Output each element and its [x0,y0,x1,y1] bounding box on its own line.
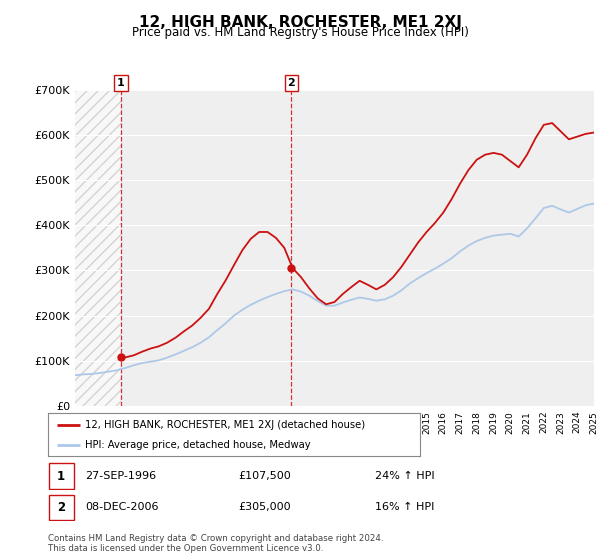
Text: 24% ↑ HPI: 24% ↑ HPI [376,471,435,481]
Text: 1: 1 [57,469,65,483]
Text: 12, HIGH BANK, ROCHESTER, ME1 2XJ (detached house): 12, HIGH BANK, ROCHESTER, ME1 2XJ (detac… [85,420,365,430]
Text: Contains HM Land Registry data © Crown copyright and database right 2024.
This d: Contains HM Land Registry data © Crown c… [48,534,383,553]
Text: 1: 1 [117,78,125,88]
FancyBboxPatch shape [49,464,74,488]
Text: Price paid vs. HM Land Registry's House Price Index (HPI): Price paid vs. HM Land Registry's House … [131,26,469,39]
Text: 08-DEC-2006: 08-DEC-2006 [85,502,158,512]
FancyBboxPatch shape [49,495,74,520]
Text: £305,000: £305,000 [238,502,291,512]
Text: 16% ↑ HPI: 16% ↑ HPI [376,502,435,512]
Text: 27-SEP-1996: 27-SEP-1996 [85,471,156,481]
Text: 12, HIGH BANK, ROCHESTER, ME1 2XJ: 12, HIGH BANK, ROCHESTER, ME1 2XJ [139,15,461,30]
Text: 2: 2 [57,501,65,514]
Text: 2: 2 [287,78,295,88]
Text: £107,500: £107,500 [238,471,291,481]
Text: HPI: Average price, detached house, Medway: HPI: Average price, detached house, Medw… [85,440,311,450]
